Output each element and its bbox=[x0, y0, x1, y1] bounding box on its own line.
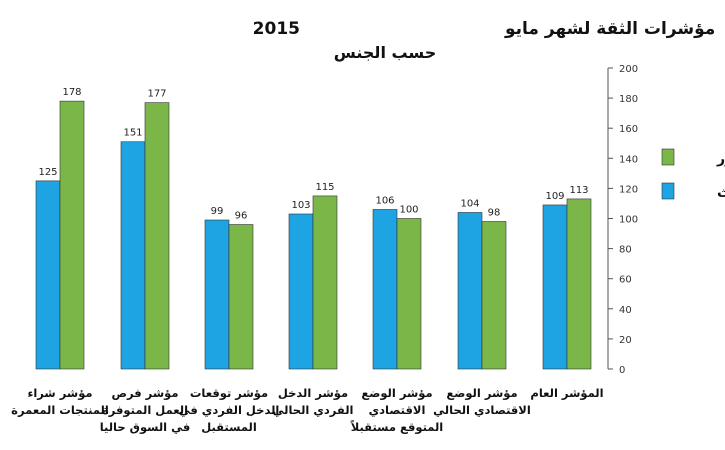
chart-title: مؤشرات الثقة لشهر مايو 2015 حسب الجنس bbox=[253, 19, 716, 62]
y-tick-label-100: 100 bbox=[619, 215, 638, 226]
value-label-male-5: 177 bbox=[147, 89, 166, 100]
category-label-0-line-0: المؤشر العام bbox=[530, 386, 603, 401]
bar-female-0 bbox=[542, 204, 568, 370]
category-label-4-line-2: المستقبل bbox=[201, 420, 257, 434]
y-tick-label-40: 40 bbox=[619, 305, 632, 316]
bars-layer bbox=[35, 100, 592, 370]
value-label-female-4: 99 bbox=[211, 206, 224, 217]
legend: ذكور إناث bbox=[661, 148, 725, 201]
category-label-2-line-0: مؤشر الوضع bbox=[361, 386, 432, 401]
bar-female-3 bbox=[288, 213, 314, 370]
category-label-2-line-2: المتوقع مستقبلاً bbox=[350, 419, 443, 435]
category-label-5-line-2: في السوق حاليا bbox=[100, 420, 191, 435]
value-label-male-4: 96 bbox=[235, 211, 248, 222]
bar-male-2 bbox=[396, 218, 422, 370]
category-label-4-line-0: مؤشر توقعات bbox=[190, 386, 268, 401]
chart-title-year: 2015 bbox=[253, 19, 300, 39]
bar-male-5 bbox=[144, 102, 170, 370]
y-tick-label-200: 200 bbox=[619, 64, 638, 75]
legend-label-male: ذكور bbox=[716, 151, 725, 167]
category-label-3-line-0: مؤشر الدخل bbox=[278, 386, 348, 401]
y-tick-label-60: 60 bbox=[619, 275, 632, 286]
y-tick-label-180: 180 bbox=[619, 94, 638, 105]
bar-female-4 bbox=[204, 219, 230, 370]
y-tick-label-20: 20 bbox=[619, 335, 632, 346]
y-tick-label-140: 140 bbox=[619, 154, 638, 165]
chart-subtitle: حسب الجنس bbox=[334, 43, 437, 62]
value-label-male-3: 115 bbox=[315, 182, 334, 193]
category-label-5-line-1: العمل المتوفرة bbox=[102, 403, 188, 418]
bar-female-6 bbox=[35, 180, 61, 370]
value-label-female-2: 106 bbox=[375, 195, 394, 206]
legend-swatch-female bbox=[661, 182, 675, 200]
bar-female-1 bbox=[457, 212, 483, 370]
y-tick-label-80: 80 bbox=[619, 245, 632, 256]
bar-male-1 bbox=[481, 221, 507, 370]
bar-male-0 bbox=[566, 198, 592, 370]
y-tick-label-160: 160 bbox=[619, 124, 638, 135]
category-label-1-line-0: مؤشر الوضع bbox=[446, 386, 517, 401]
value-label-male-6: 178 bbox=[62, 87, 81, 98]
category-label-2-line-1: الاقتصادي bbox=[369, 403, 426, 417]
value-label-female-5: 151 bbox=[123, 128, 142, 139]
y-tick-label-120: 120 bbox=[619, 184, 638, 195]
category-label-3-line-1: الفردي الحالي bbox=[273, 403, 354, 417]
bar-female-2 bbox=[372, 209, 398, 370]
category-label-1-line-1: الاقتصادي الحالي bbox=[433, 403, 531, 417]
category-label-6-line-0: مؤشر شراء bbox=[27, 386, 92, 401]
bar-male-4 bbox=[228, 224, 254, 370]
legend-label-female: إناث bbox=[717, 185, 725, 201]
category-label-5-line-0: مؤشر فرص bbox=[112, 386, 179, 401]
value-label-female-3: 103 bbox=[291, 200, 310, 211]
legend-swatch-male bbox=[661, 148, 675, 166]
y-tick-label-0: 0 bbox=[619, 365, 625, 376]
chart-title-text: مؤشرات الثقة لشهر مايو bbox=[504, 19, 715, 39]
bar-male-6 bbox=[59, 100, 85, 370]
value-label-female-0: 109 bbox=[545, 191, 564, 202]
bar-female-5 bbox=[120, 141, 146, 370]
bar-male-3 bbox=[312, 195, 338, 370]
value-labels-layer: 109 113 104 98 106 100 103 115 99 96 151 177 125 178 bbox=[38, 87, 588, 221]
category-label-4-line-1: الدخل الفردي في bbox=[179, 403, 280, 417]
value-label-female-6: 125 bbox=[38, 167, 57, 178]
value-label-male-1: 98 bbox=[488, 208, 501, 219]
value-label-male-0: 113 bbox=[569, 185, 588, 196]
category-label-6-line-1: المنتجات المعمرة bbox=[11, 403, 109, 417]
value-label-female-1: 104 bbox=[460, 198, 479, 209]
y-axis: 0 20 40 60 80 100 120 140 160 180 200 bbox=[607, 64, 638, 376]
value-label-male-2: 100 bbox=[399, 205, 418, 216]
